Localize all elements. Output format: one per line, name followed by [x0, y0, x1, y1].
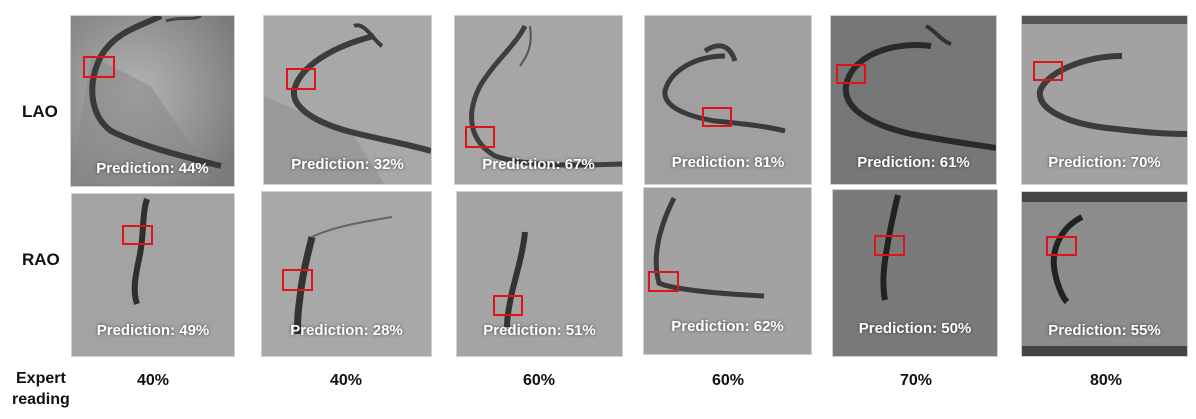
angiogram-rao-3: Prediction: 51%	[457, 192, 622, 356]
angiogram-rao-5: Prediction: 50%	[833, 190, 997, 356]
angiogram-image	[833, 190, 997, 356]
prediction-label: Prediction: 44%	[96, 160, 209, 177]
prediction-label: Prediction: 49%	[96, 322, 210, 339]
prediction-label: Prediction: 62%	[671, 318, 784, 335]
lesion-box	[493, 295, 523, 316]
angiogram-image	[1022, 192, 1187, 356]
expert-label-line1: Expert	[16, 370, 66, 387]
row-label-rao: RAO	[22, 250, 60, 269]
expert-value-5: 70%	[899, 372, 933, 389]
angiogram-lao-3: Prediction: 67%	[455, 16, 622, 184]
angiogram-lao-4: Prediction: 81%	[645, 16, 811, 184]
angiogram-lao-6: Prediction: 70%	[1022, 16, 1187, 184]
prediction-label: Prediction: 67%	[482, 156, 595, 173]
lesion-box	[836, 64, 866, 84]
angiogram-image	[262, 192, 431, 356]
angiogram-lao-1: Prediction: 44%	[71, 16, 234, 186]
angiogram-image	[831, 16, 996, 184]
lesion-box	[122, 225, 153, 245]
angiogram-rao-4: Prediction: 62%	[644, 188, 811, 354]
expert-value-3: 60%	[522, 372, 556, 389]
angiogram-image	[72, 194, 234, 356]
prediction-label: Prediction: 70%	[1048, 154, 1161, 171]
angiogram-image	[71, 16, 234, 186]
angiogram-rao-6: Prediction: 55%	[1022, 192, 1187, 356]
prediction-label: Prediction: 55%	[1048, 322, 1161, 339]
prediction-label: Prediction: 61%	[857, 154, 970, 171]
lesion-box	[83, 56, 115, 78]
expert-reading-label: Expert reading	[12, 368, 70, 410]
expert-label-line2: reading	[12, 391, 70, 408]
angiogram-image	[645, 16, 811, 184]
prediction-label: Prediction: 51%	[483, 322, 596, 339]
prediction-label: Prediction: 32%	[291, 156, 404, 173]
lesion-box	[874, 235, 905, 256]
prediction-label: Prediction: 81%	[671, 154, 785, 171]
angiogram-image	[457, 192, 622, 356]
expert-value-1: 40%	[136, 372, 170, 389]
lesion-box	[1033, 61, 1063, 81]
expert-value-2: 40%	[329, 372, 363, 389]
lesion-box	[1046, 236, 1077, 256]
row-label-lao: LAO	[22, 102, 58, 121]
expert-value-6: 80%	[1089, 372, 1123, 389]
angiogram-lao-2: Prediction: 32%	[264, 16, 431, 184]
angiogram-rao-1: Prediction: 49%	[72, 194, 234, 356]
angiogram-rao-2: Prediction: 28%	[262, 192, 431, 356]
prediction-label: Prediction: 50%	[858, 320, 972, 337]
angiogram-image	[264, 16, 431, 184]
angiogram-lao-5: Prediction: 61%	[831, 16, 996, 184]
lesion-box	[282, 269, 313, 291]
lesion-box	[702, 107, 732, 127]
lesion-box	[648, 271, 679, 292]
lesion-box	[465, 126, 495, 148]
angiogram-image	[455, 16, 622, 184]
expert-value-4: 60%	[711, 372, 745, 389]
lesion-box	[286, 68, 316, 90]
angiogram-image	[1022, 16, 1187, 184]
prediction-label: Prediction: 28%	[290, 322, 403, 339]
